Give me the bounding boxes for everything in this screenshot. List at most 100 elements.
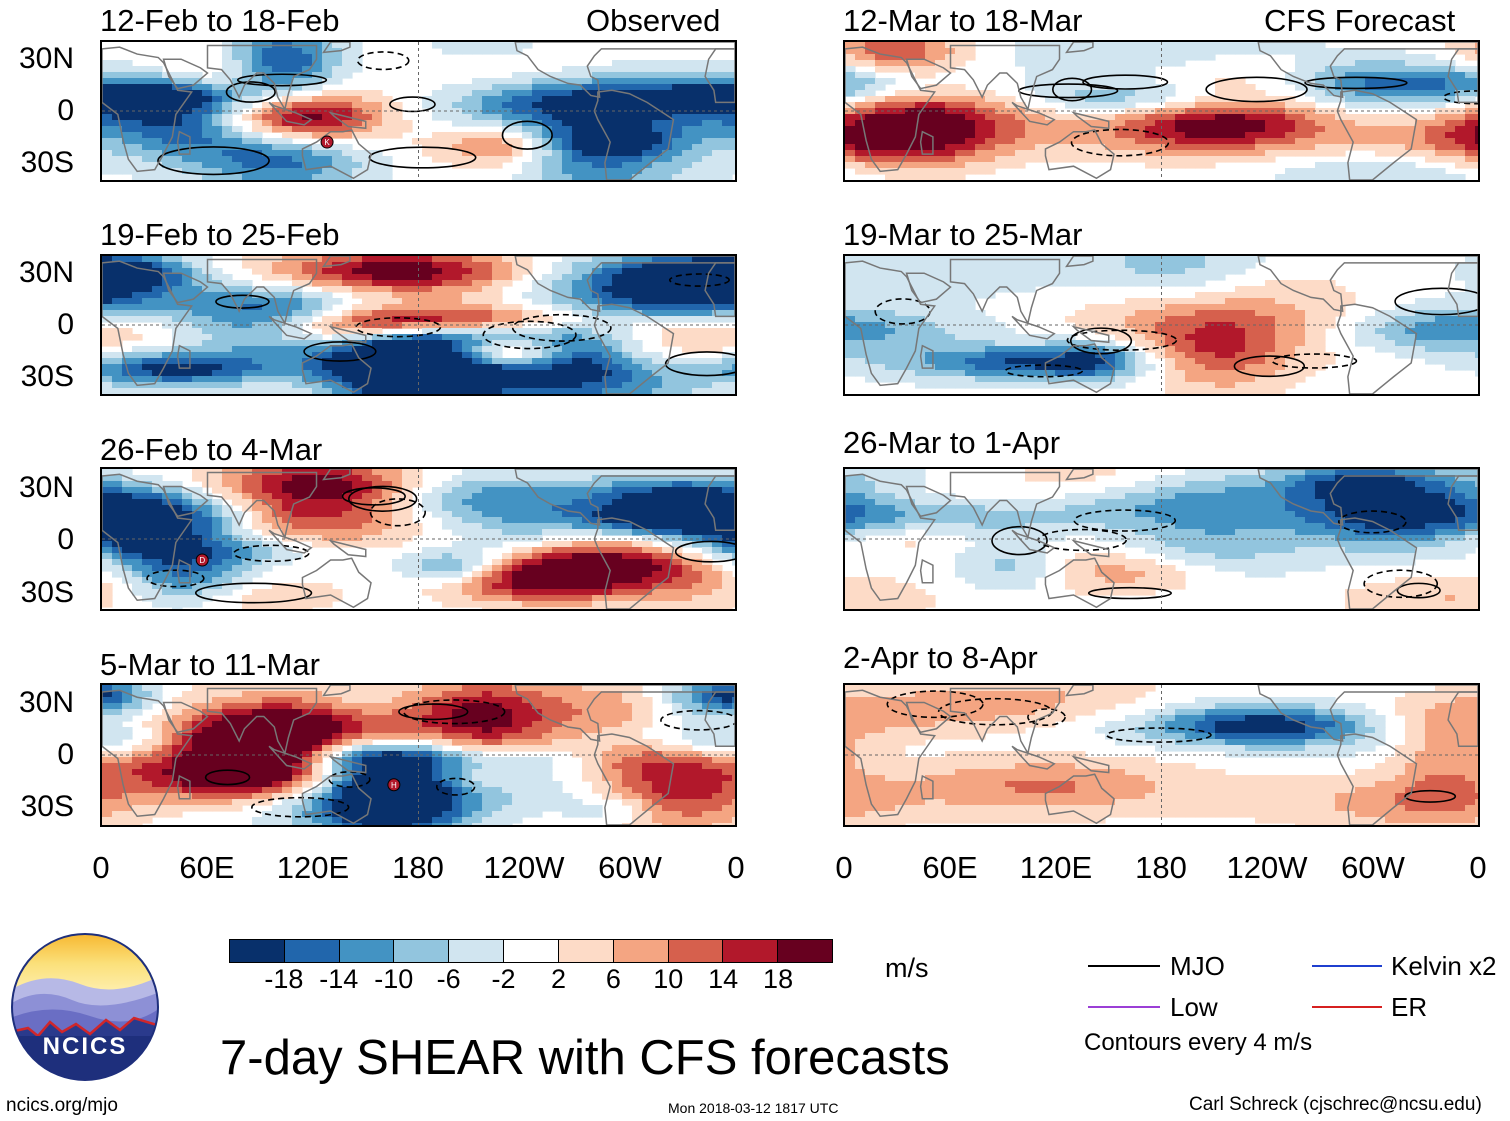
shear-cell <box>492 108 503 115</box>
shear-cell <box>102 775 113 782</box>
shear-cell <box>672 310 683 317</box>
shear-cell <box>682 364 693 371</box>
shear-cell <box>472 547 483 554</box>
shear-cell <box>102 78 113 85</box>
shear-cell <box>642 505 653 512</box>
shear-cell <box>352 529 363 536</box>
shear-cell <box>262 84 273 91</box>
shear-cell <box>282 292 293 299</box>
shear-cell <box>342 72 353 79</box>
shear-cell <box>472 787 483 794</box>
shear-cell <box>552 298 563 305</box>
shear-cell <box>332 715 343 722</box>
shear-cell <box>542 493 553 500</box>
shear-cell <box>122 334 133 341</box>
shear-cell <box>102 685 113 692</box>
shear-cell <box>242 793 253 800</box>
shear-cell <box>422 775 433 782</box>
shear-cell <box>102 757 113 764</box>
shear-cell <box>332 334 343 341</box>
shear-cell <box>252 292 263 299</box>
shear-cell <box>652 66 663 73</box>
shear-cell <box>542 328 553 335</box>
shear-cell <box>492 346 503 353</box>
shear-cell <box>642 553 653 560</box>
shear-cell <box>332 523 343 530</box>
shear-cell <box>582 370 593 377</box>
shear-cell <box>472 352 483 359</box>
shear-cell <box>532 162 543 169</box>
shear-cell <box>222 769 233 776</box>
shear-cell <box>632 66 643 73</box>
shear-cell <box>492 156 503 163</box>
shear-cell <box>352 364 363 371</box>
shear-cell <box>562 571 573 578</box>
shear-cell <box>582 553 593 560</box>
shear-cell <box>362 691 373 698</box>
shear-cell <box>282 304 293 311</box>
shear-cell <box>362 382 373 389</box>
shear-cell <box>382 340 393 347</box>
shear-cell <box>562 721 573 728</box>
shear-cell <box>252 499 263 506</box>
shear-cell <box>562 715 573 722</box>
shear-cell <box>312 541 323 548</box>
shear-cell <box>122 817 133 824</box>
shear-cell <box>152 601 163 608</box>
shear-cell <box>282 114 293 121</box>
shear-cell <box>402 571 413 578</box>
shear-cell <box>362 262 373 269</box>
shear-cell <box>622 565 633 572</box>
shear-cell <box>442 352 453 359</box>
shear-cell <box>482 138 493 145</box>
shear-cell <box>422 553 433 560</box>
shear-cell <box>292 162 303 169</box>
shear-cell <box>632 376 643 383</box>
shear-cell <box>102 274 113 281</box>
shear-cell <box>442 388 453 394</box>
shear-cell <box>512 535 523 542</box>
shear-cell <box>592 685 603 692</box>
shear-cell <box>112 805 123 812</box>
coastline <box>593 517 675 609</box>
shear-cell <box>142 697 153 704</box>
shear-cell <box>682 174 693 180</box>
shear-cell <box>172 799 183 806</box>
shear-cell <box>442 334 453 341</box>
shear-cell <box>582 316 593 323</box>
shear-cell <box>602 102 613 109</box>
shear-cell <box>612 499 623 506</box>
shear-cell <box>342 280 353 287</box>
shear-cell <box>612 388 623 394</box>
shear-cell <box>312 493 323 500</box>
shear-cell <box>522 733 533 740</box>
shear-cell <box>692 78 703 85</box>
shear-cell <box>442 811 453 818</box>
shear-cell <box>252 733 263 740</box>
shear-cell <box>342 685 353 692</box>
shear-cell <box>572 739 583 746</box>
shear-cell <box>242 72 253 79</box>
shear-cell <box>362 757 373 764</box>
shear-cell <box>292 751 303 758</box>
shear-cell <box>132 541 143 548</box>
shear-cell <box>722 144 733 151</box>
shear-cell <box>312 757 323 764</box>
shear-cell <box>522 787 533 794</box>
shear-cell <box>432 286 443 293</box>
shear-cell <box>422 268 433 275</box>
shear-cell <box>382 256 393 263</box>
shear-cell <box>482 823 493 825</box>
shear-cell <box>482 262 493 269</box>
shear-cell <box>272 382 283 389</box>
shear-cell <box>502 280 513 287</box>
shear-cell <box>512 727 523 734</box>
shear-cell <box>612 370 623 377</box>
shear-cell <box>592 334 603 341</box>
shear-cell <box>202 793 213 800</box>
shear-cell <box>442 132 453 139</box>
shear-cell <box>102 601 113 608</box>
shear-cell <box>262 727 273 734</box>
shear-cell <box>352 721 363 728</box>
shear-cell <box>402 727 413 734</box>
